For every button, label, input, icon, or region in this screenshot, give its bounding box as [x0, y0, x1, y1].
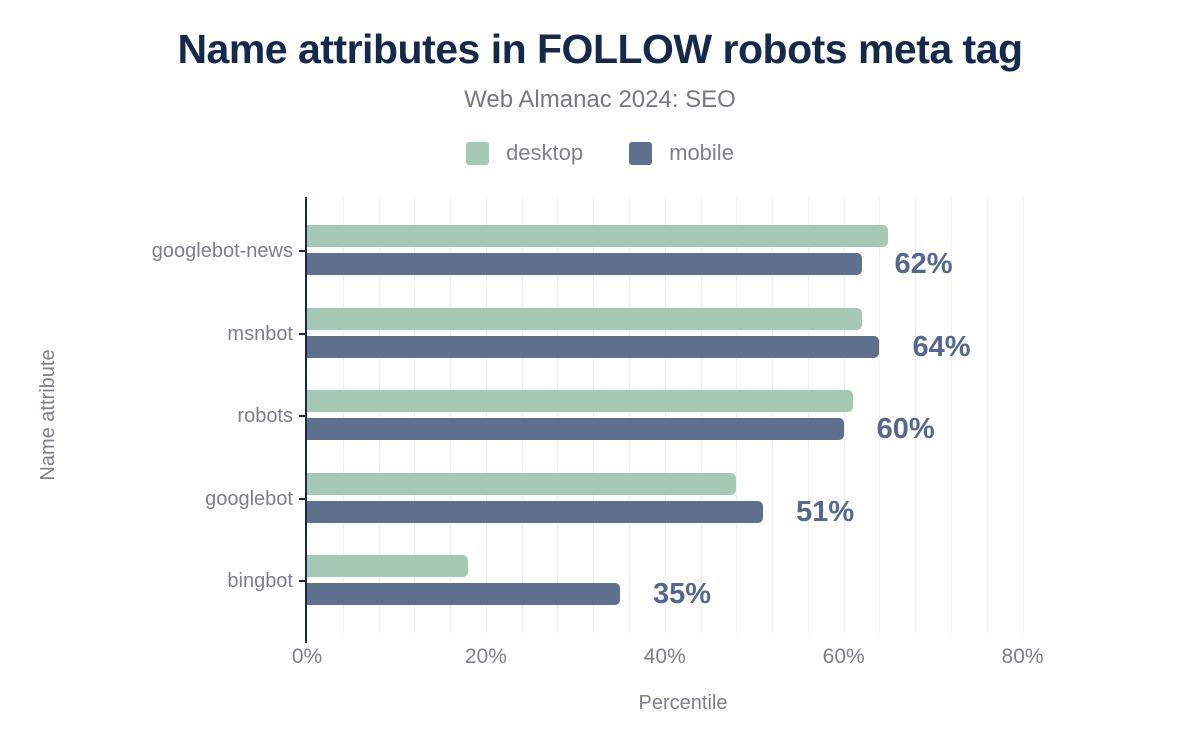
gridline	[593, 197, 595, 633]
gridline	[915, 197, 917, 633]
bar-mobile-bingbot	[307, 583, 621, 605]
gridline	[736, 197, 738, 633]
y-axis-title: Name attribute	[37, 349, 59, 481]
legend-label: desktop	[506, 140, 584, 165]
value-label: 62%	[894, 248, 953, 280]
bar-mobile-msnbot	[307, 335, 880, 358]
gridline	[557, 197, 559, 633]
category-tick	[299, 497, 305, 500]
chart-subtitle: Web Almanac 2024: SEO	[464, 86, 736, 113]
category-tick	[299, 415, 305, 417]
x-tick-label: 40%	[643, 645, 686, 668]
gridline	[986, 197, 988, 633]
gridline	[843, 197, 845, 633]
legend-swatch-mobile	[629, 141, 653, 165]
bar-mobile-googlebot	[307, 500, 764, 523]
bar-desktop-msnbot	[307, 307, 862, 330]
category-label: bingbot	[227, 570, 293, 592]
gridline	[629, 197, 630, 633]
gridline	[807, 197, 809, 633]
gridline	[951, 197, 952, 633]
gridline	[378, 197, 380, 633]
x-tick-label: 0%	[291, 645, 323, 668]
legend-label: mobile	[669, 140, 734, 165]
bar-desktop-googlebot	[307, 472, 737, 495]
gridline	[664, 197, 666, 633]
value-label: 60%	[876, 413, 935, 445]
gridline	[342, 197, 344, 633]
category-tick	[299, 332, 305, 335]
gridline	[772, 197, 774, 633]
bar-desktop-bingbot	[307, 555, 468, 577]
category-label: googlebot-news	[151, 240, 293, 262]
bar-desktop-googlebot-news	[307, 225, 889, 247]
gridline	[414, 197, 416, 633]
gridline	[521, 197, 523, 633]
category-label: googlebot	[205, 487, 293, 510]
bar-desktop-robots	[307, 390, 853, 412]
gridline	[450, 197, 452, 633]
bar-mobile-robots	[307, 418, 844, 440]
legend: desktop mobile	[0, 140, 1200, 166]
x-tick-label: 20%	[464, 645, 507, 668]
legend-swatch-desktop	[466, 141, 490, 165]
bar-mobile-googlebot-news	[307, 253, 862, 275]
category-label: msnbot	[227, 322, 293, 345]
value-label: 35%	[653, 578, 712, 610]
category-tick	[299, 580, 305, 582]
legend-item-mobile[interactable]: mobile	[629, 140, 734, 166]
value-label: 51%	[796, 495, 855, 528]
chart-title: Name attributes in FOLLOW robots meta ta…	[177, 26, 1023, 72]
x-tick-label: 80%	[1001, 645, 1044, 668]
gridline	[700, 197, 702, 633]
x-axis-title: Percentile	[638, 692, 728, 714]
x-tick-label: 60%	[822, 645, 865, 668]
y-axis-line	[305, 197, 307, 643]
value-label: 64%	[912, 330, 971, 363]
gridline	[485, 197, 487, 633]
gridline	[879, 197, 881, 633]
category-label: robots	[237, 405, 293, 427]
category-tick	[299, 250, 305, 252]
gridline	[1022, 197, 1024, 633]
legend-item-desktop[interactable]: desktop	[466, 140, 583, 166]
